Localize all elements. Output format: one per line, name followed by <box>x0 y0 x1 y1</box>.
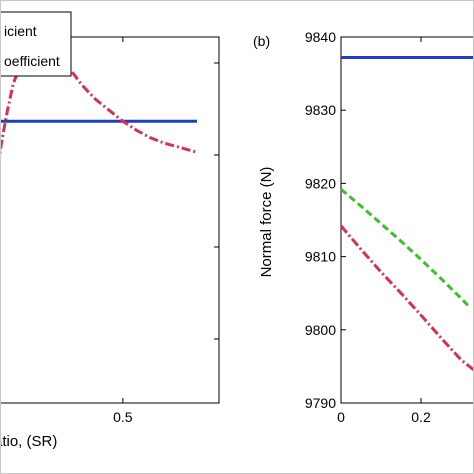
panel-b-y-tick-label: 9790 <box>305 395 336 411</box>
chart-panel-a: 00.5 icient oefficient atio, (SR) <box>0 11 220 450</box>
legend-entry-1: icient <box>4 23 37 39</box>
panel-a-series-group <box>0 35 198 163</box>
panel-b-plot-frame <box>340 36 474 404</box>
panel-b-y-tick-label: 9830 <box>305 102 336 118</box>
panel-b-series-group <box>339 56 474 372</box>
panel-b-x-tick-label: 0 <box>337 409 345 425</box>
panel-b-y-tick-label: 9800 <box>305 322 336 338</box>
panel-a-x-axis-label: atio, (SR) <box>0 433 57 450</box>
panel-a-plot-frame <box>0 36 220 404</box>
panel-b-y-tick-label: 9820 <box>305 175 336 191</box>
panel-a-series-2-line <box>0 35 198 163</box>
chart-panel-b: (b) Normal force (N) 0 0.2 9790 9800 9810 982… <box>253 29 474 425</box>
panel-b-ticks-group: 0 0.2 9790 9800 9810 9820 9830 9840 <box>305 29 431 425</box>
panel-b-y-axis-label: Normal force (N) <box>258 167 275 278</box>
panel-b-y-tick-label: 9840 <box>305 29 336 45</box>
panel-b-label: (b) <box>253 33 270 49</box>
panel-b-y-tick-label: 9810 <box>305 249 336 265</box>
panel-b-x-tick-label: 0.2 <box>411 409 431 425</box>
panel-a-legend: icient oefficient <box>0 11 72 77</box>
panel-b-series-2-line <box>340 188 471 308</box>
panel-a-x-tick-label: 0.5 <box>113 409 133 425</box>
panel-a-x-ticks: 00.5 <box>113 37 219 425</box>
legend-box <box>0 11 72 77</box>
legend-entry-2: oefficient <box>4 53 60 69</box>
